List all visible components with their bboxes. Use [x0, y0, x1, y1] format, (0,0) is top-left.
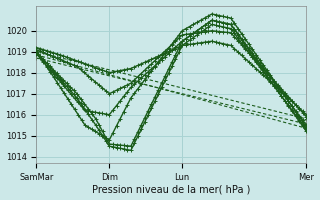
X-axis label: Pression niveau de la mer( hPa ): Pression niveau de la mer( hPa ) [92, 184, 251, 194]
